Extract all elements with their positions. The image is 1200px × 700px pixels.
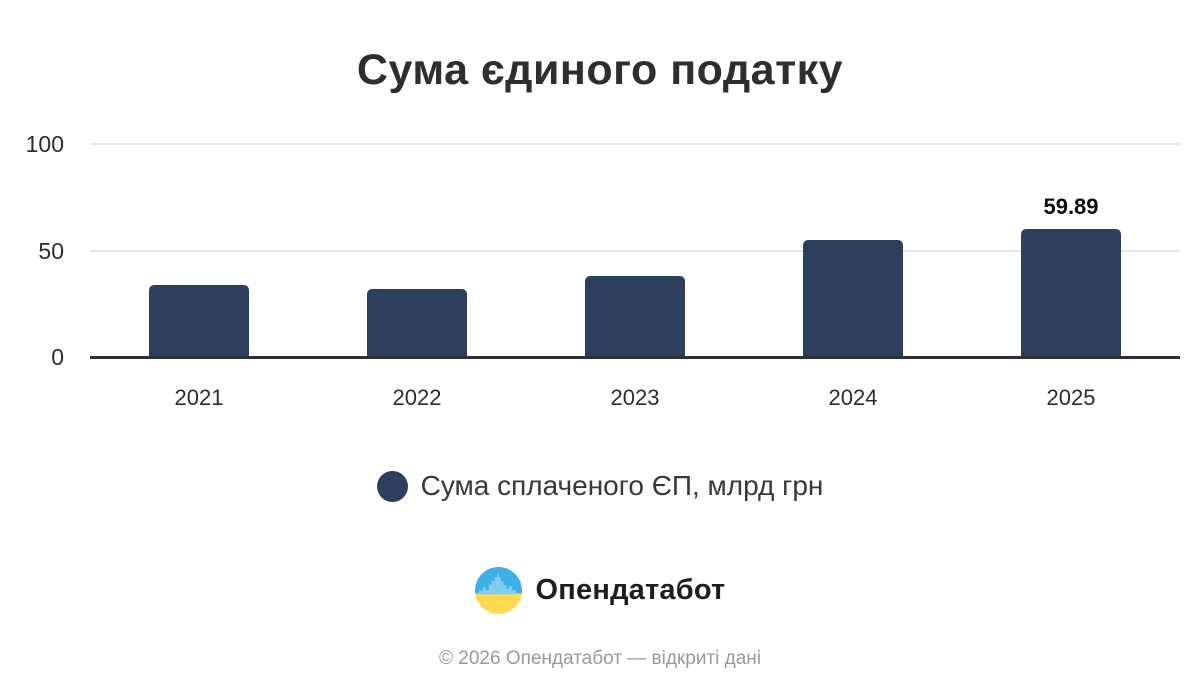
x-axis-baseline: [90, 356, 1180, 359]
bar-2023: [585, 276, 685, 357]
bar-value-label-2025: 59.89: [1043, 194, 1099, 220]
bar-slot-2022: 2022: [308, 144, 526, 410]
bar-slot-2023: 2023: [526, 144, 744, 410]
x-axis-label-2023: 2023: [610, 385, 660, 410]
bar-chart-plot-area: 0 50 100 2021 2022 2023 2024 59.89 2025: [26, 131, 1180, 410]
gridline-y-50: [90, 249, 1180, 252]
x-axis-label-2022: 2022: [392, 385, 442, 410]
gridline-y-100: [90, 143, 1180, 145]
bar-slot-2024: 2024: [744, 144, 962, 410]
brand-logo-text: Опендатабот: [535, 574, 726, 606]
opendatabot-flag-skyline-icon: [474, 567, 522, 614]
bar-2024: [803, 239, 903, 357]
brand-logo: Опендатабот: [0, 567, 1200, 614]
x-axis-label-2025: 2025: [1046, 385, 1096, 410]
bars-row: 2021 2022 2023 2024 59.89 2025: [90, 144, 1180, 410]
y-tick-label-100: 100: [25, 131, 64, 157]
bar-slot-2021: 2021: [90, 144, 308, 410]
bar-2025: [1021, 229, 1121, 357]
y-tick-label-0: 0: [51, 344, 64, 370]
x-axis-label-2024: 2024: [828, 385, 878, 410]
legend-swatch-circle: [376, 470, 408, 502]
bar-2022: [367, 288, 467, 357]
copyright-footer: © 2026 Опендатабот — відкриті дані: [439, 648, 761, 669]
x-axis-label-2021: 2021: [174, 385, 224, 410]
chart-title: Сума єдиного податку: [356, 46, 844, 94]
y-tick-label-50: 50: [38, 237, 64, 264]
legend-series-label: Сума сплаченого ЄП, млрд грн: [420, 470, 824, 501]
chart-legend: Сума сплаченого ЄП, млрд грн: [0, 470, 1200, 502]
bar-2021: [149, 284, 249, 357]
bar-slot-2025: 59.89 2025: [962, 144, 1180, 410]
